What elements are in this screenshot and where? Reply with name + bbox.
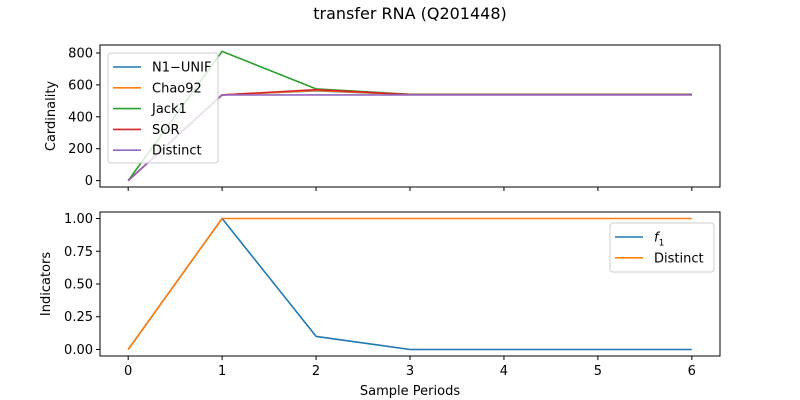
y-axis-label: Indicators xyxy=(39,252,54,316)
y-axis-label: Cardinality xyxy=(44,81,59,152)
x-tick-label: 4 xyxy=(500,364,508,379)
y-tick-label: 800 xyxy=(68,46,93,61)
x-tick-label: 6 xyxy=(688,364,696,379)
legend-label: Jack1 xyxy=(151,102,187,117)
legend-label: N1−UNIF xyxy=(152,61,211,76)
y-tick-label: 400 xyxy=(68,110,93,125)
legend-label: Distinct xyxy=(654,251,704,266)
y-tick-label: 0.00 xyxy=(64,343,93,358)
y-tick-label: 0.75 xyxy=(64,245,93,260)
cardinality-panel: 0 200 400 600 800 Cardinality N1−UNIF Chao92 Jac… xyxy=(44,44,721,191)
x-axis-label: Sample Periods xyxy=(360,384,460,399)
x-tick-label: 5 xyxy=(594,364,602,379)
x-tick-label: 2 xyxy=(312,364,320,379)
x-tick-label: 0 xyxy=(124,364,132,379)
series-line-distinct xyxy=(127,94,692,182)
indicators-panel: 0.00 0.25 0.50 0.75 1.00 0 1 2 3 4 5 6 Indicators Sam… xyxy=(39,211,721,399)
y-tick-label: 0.50 xyxy=(64,278,93,293)
x-tick-label: 1 xyxy=(218,364,226,379)
legend-label: f1 xyxy=(654,231,664,249)
legend-box xyxy=(107,52,219,164)
series-line-distinct xyxy=(127,217,692,350)
y-tick-label: 200 xyxy=(68,142,93,157)
y-tick-label: 600 xyxy=(68,78,93,93)
legend-label: Distinct xyxy=(152,144,202,159)
x-tick-label: 3 xyxy=(406,364,414,379)
y-tick-label: 0.25 xyxy=(64,310,93,325)
y-tick-label: 1.00 xyxy=(64,212,93,227)
y-tick-label: 0 xyxy=(85,174,93,189)
figure-title: transfer RNA (Q201448) xyxy=(313,4,507,23)
legend-label: SOR xyxy=(152,123,180,138)
legend-box xyxy=(609,222,715,273)
legend-label: Chao92 xyxy=(152,81,202,96)
